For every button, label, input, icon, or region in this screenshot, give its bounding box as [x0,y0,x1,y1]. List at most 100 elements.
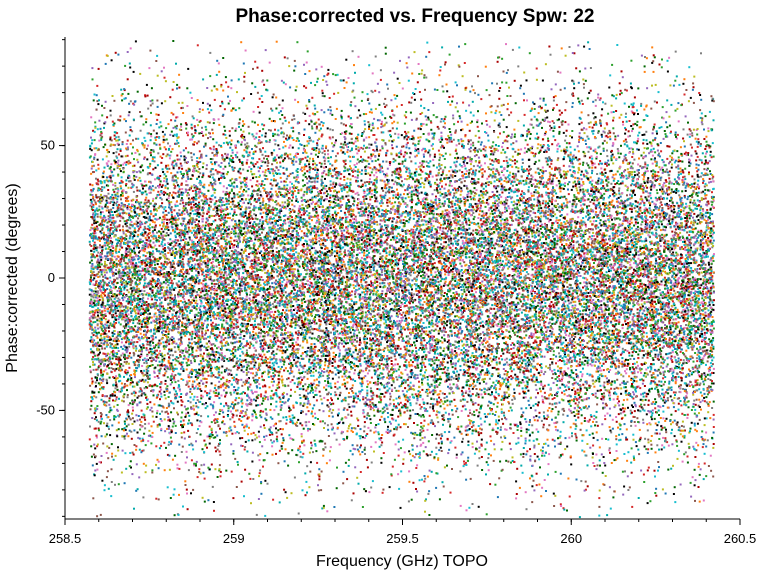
data-point [280,366,283,368]
data-point [420,229,423,232]
data-point [503,414,506,417]
data-point [160,234,163,237]
data-point [666,197,669,200]
data-point [369,403,372,406]
data-point [650,216,653,219]
data-point [577,197,580,200]
data-point [305,200,308,203]
data-point [699,143,702,145]
data-point [240,312,243,315]
data-point [103,484,106,487]
data-point [689,281,692,284]
data-point [564,296,567,299]
data-point [311,247,313,250]
data-point [534,246,537,249]
data-point [670,103,673,106]
data-point [276,270,279,272]
data-point [507,409,510,412]
data-point [314,107,317,110]
data-point [547,444,550,447]
data-point [204,265,207,268]
data-point [341,232,344,235]
data-point [123,437,126,440]
data-point [687,250,690,253]
data-point [520,193,523,196]
data-point [294,180,297,183]
data-point [295,230,298,233]
data-point [197,272,200,274]
data-point [649,370,652,373]
data-point [278,103,281,106]
data-point [162,248,165,251]
data-point [563,231,566,234]
data-point [704,233,707,236]
data-point [502,223,505,226]
data-point [696,353,699,356]
data-point [667,386,670,389]
data-point [454,131,457,134]
data-point [537,152,540,155]
data-point [454,230,457,233]
data-point [519,242,522,245]
data-point [439,256,442,259]
data-point [443,192,446,195]
data-point [670,261,673,264]
data-point [358,317,361,319]
data-point [452,211,455,214]
data-point [241,154,244,157]
data-point [166,218,169,221]
data-point [343,175,346,178]
data-point [698,366,701,369]
data-point [405,111,408,114]
data-point [190,422,193,425]
data-point [471,503,474,505]
data-point [592,132,595,135]
data-point [572,289,575,292]
data-point [263,435,266,438]
data-point [92,296,95,299]
data-point [220,358,223,361]
data-point [698,92,701,94]
data-point [452,217,455,220]
data-point [253,379,255,382]
data-point [573,194,576,197]
data-point [234,230,237,233]
data-point [544,117,547,119]
data-point [309,252,312,255]
data-point [180,336,183,339]
data-point [478,382,481,385]
data-point [322,237,325,240]
data-point [670,359,673,362]
data-point [150,306,153,309]
data-point [415,289,418,292]
data-point [190,369,193,372]
data-point [225,252,228,255]
data-point [297,147,300,150]
data-point [387,335,390,337]
data-point [563,337,566,339]
data-point [487,166,490,169]
data-point [540,271,543,274]
data-point [630,110,633,113]
data-point [120,354,123,357]
data-point [656,424,659,427]
data-point [602,252,604,255]
data-point [438,201,441,204]
data-point [119,170,122,173]
data-point [551,328,554,331]
data-point [469,156,472,159]
data-point [439,205,442,208]
data-point [563,270,566,273]
data-point [89,233,92,236]
data-point [457,323,459,326]
data-point [533,162,536,165]
data-point [688,171,690,174]
data-point [167,405,170,408]
data-point [604,161,607,164]
data-point [112,458,115,461]
data-point [144,227,147,230]
data-point [367,216,370,219]
data-point [490,289,493,292]
data-point [330,307,332,310]
data-point [231,295,234,298]
